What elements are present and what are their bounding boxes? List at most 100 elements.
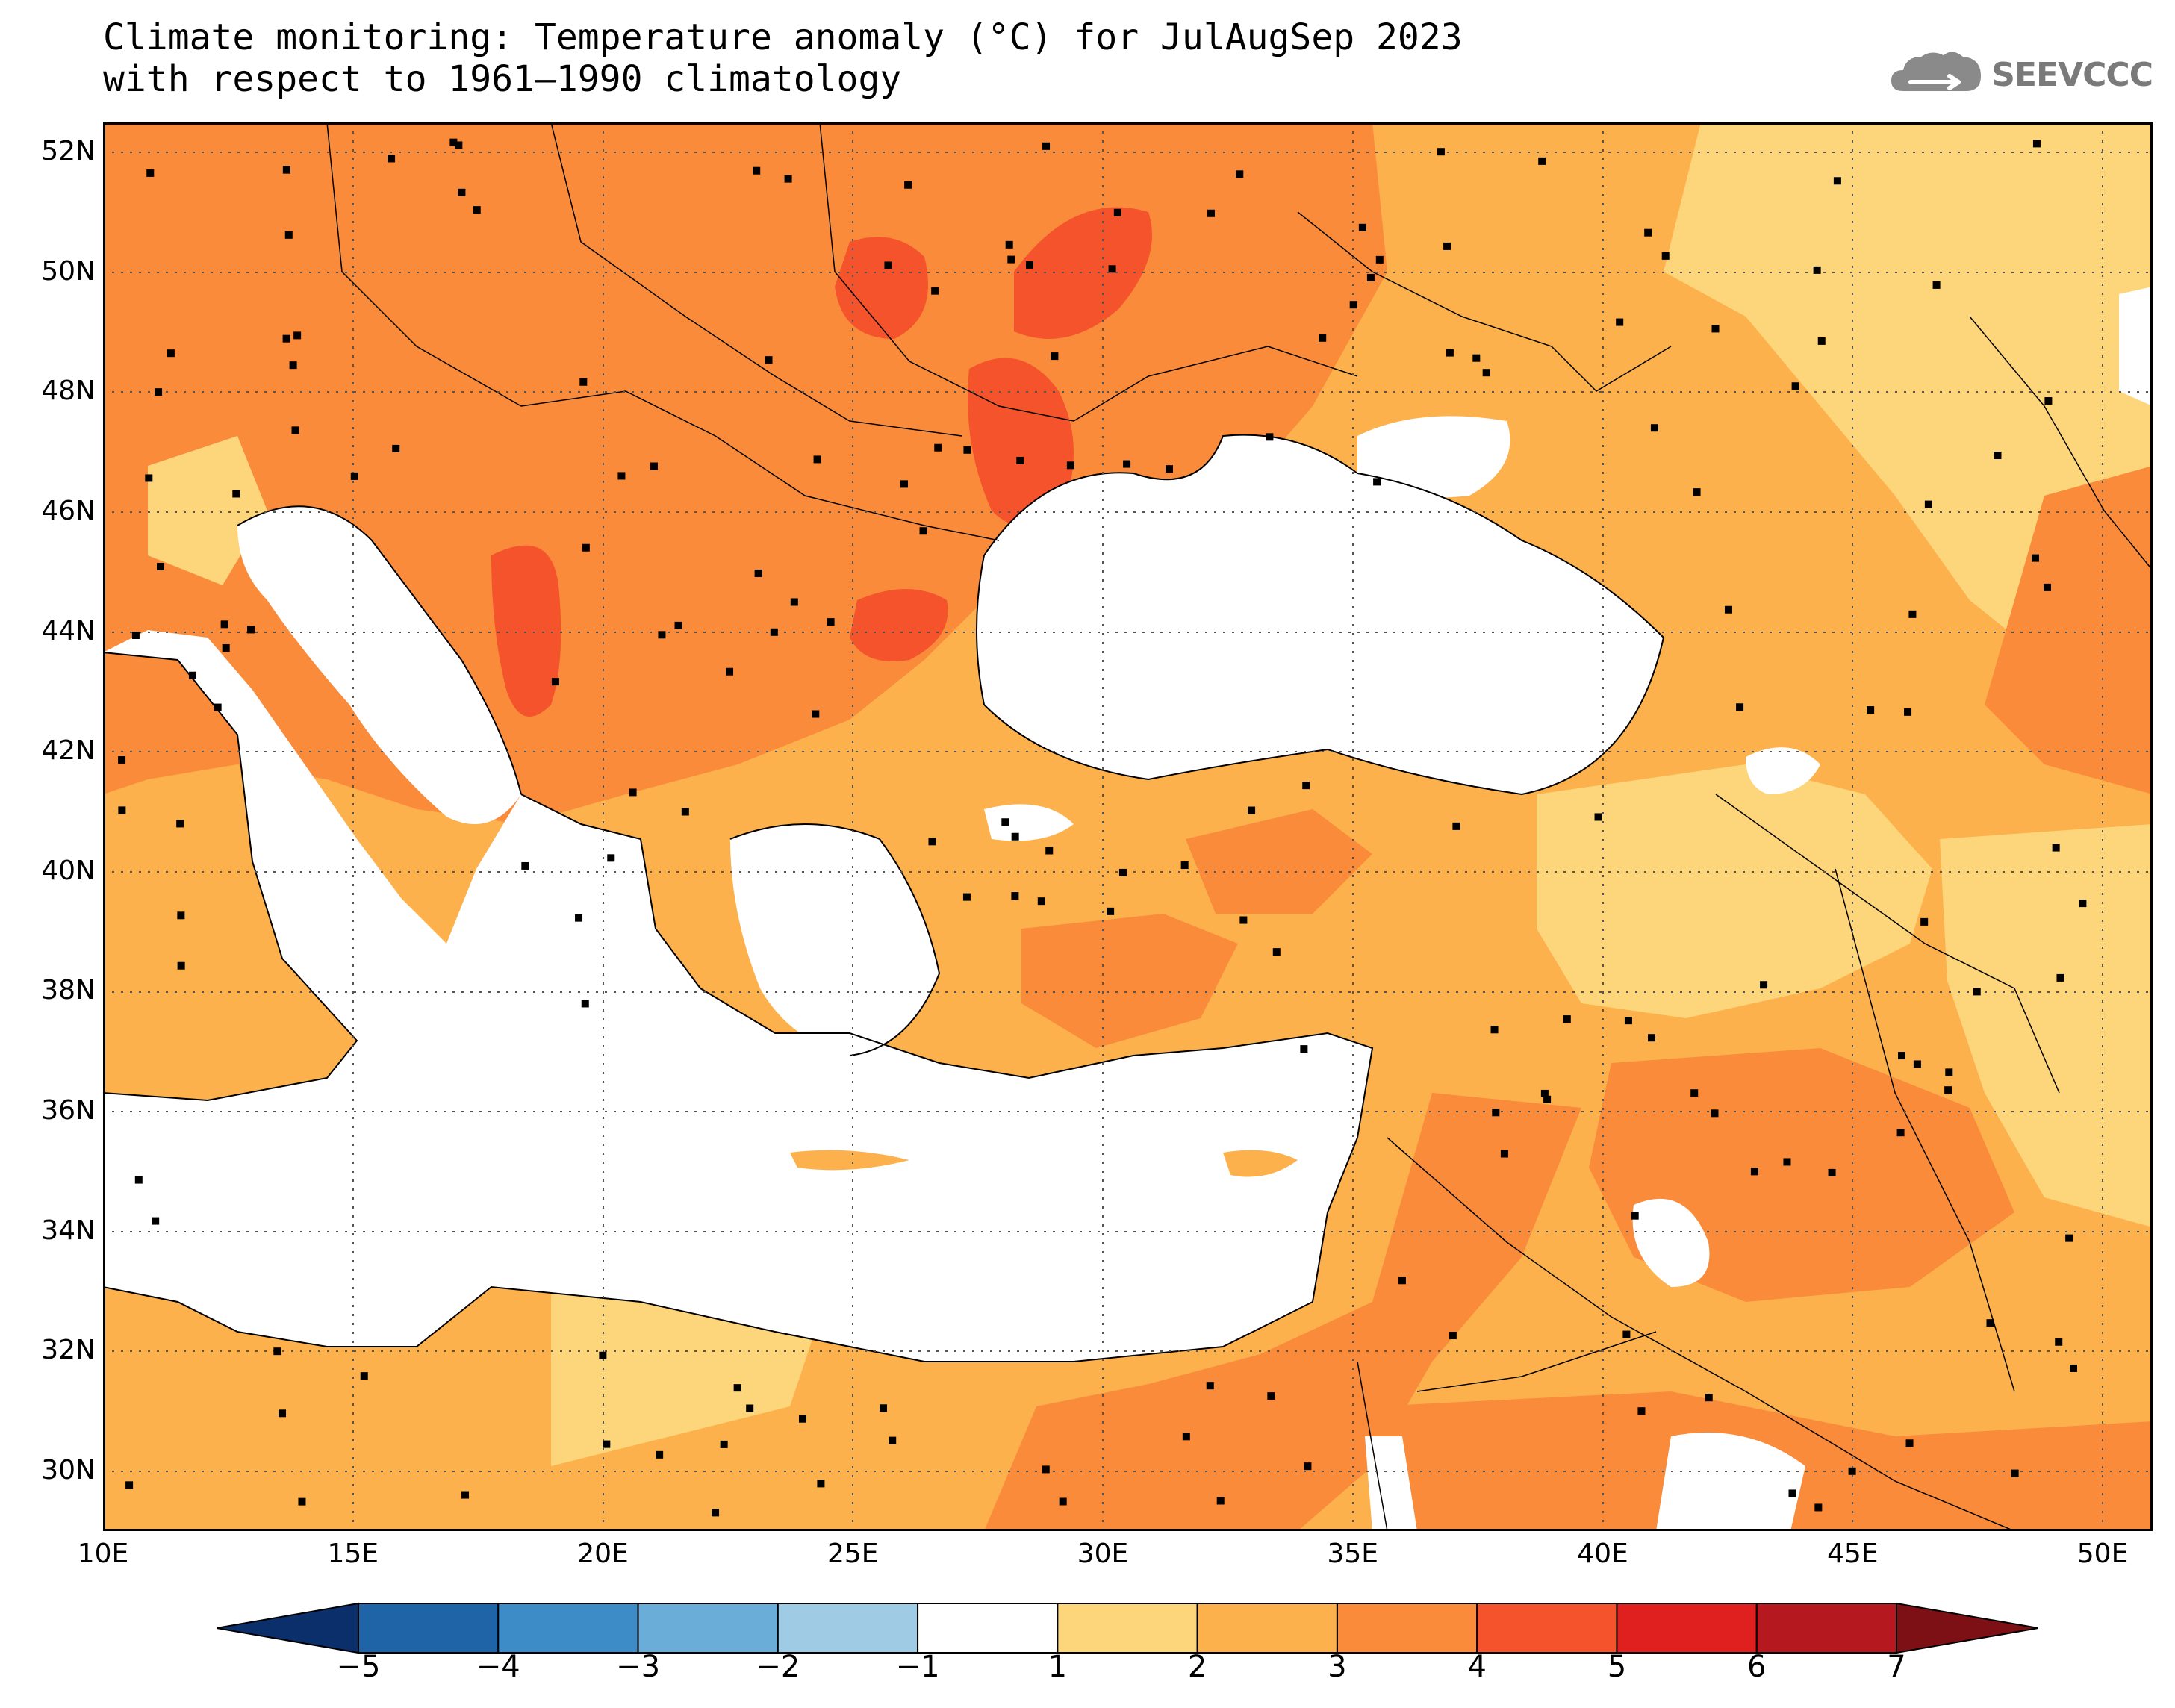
marmara-sea — [984, 804, 1074, 841]
station-marker — [1452, 822, 1460, 830]
station-marker — [279, 1409, 287, 1418]
south-white-patches — [1656, 1433, 1805, 1531]
anomaly-fill-3-4-central-turkey — [1186, 809, 1372, 914]
station-marker — [1182, 1433, 1190, 1441]
station-marker — [2032, 554, 2040, 562]
anomaly-fill-1-2-iran — [1940, 824, 2153, 1227]
station-marker — [152, 1217, 160, 1225]
station-marker — [1650, 424, 1658, 432]
coastlines — [103, 434, 1665, 1362]
station-marker — [1236, 170, 1244, 178]
colorbar-segment — [1616, 1603, 1758, 1654]
station-marker — [1051, 352, 1059, 361]
station-marker — [1239, 916, 1248, 924]
station-marker — [1042, 1465, 1050, 1474]
station-marker — [1616, 318, 1624, 326]
station-marker — [289, 361, 297, 370]
anomaly-fill-3-4-east — [1985, 466, 2153, 794]
station-marker — [650, 462, 658, 470]
station-marker — [1973, 988, 1981, 996]
station-marker — [1011, 832, 1019, 841]
station-marker — [1045, 847, 1054, 855]
lon-tick-label: 25E — [827, 1539, 879, 1569]
station-marker — [754, 569, 762, 577]
station-marker — [2043, 583, 2051, 591]
station-marker — [1446, 349, 1454, 357]
station-marker — [599, 1351, 607, 1359]
station-marker — [919, 527, 927, 535]
station-marker — [880, 1404, 887, 1412]
station-marker — [1123, 460, 1131, 468]
station-marker — [1644, 228, 1652, 237]
east-edge-sea — [2119, 287, 2153, 406]
lon-tick-label: 35E — [1327, 1539, 1379, 1569]
station-marker — [1693, 488, 1701, 496]
black-sea — [977, 434, 1664, 794]
colorbar-label: 4 — [1467, 1650, 1487, 1684]
station-marker — [1302, 782, 1310, 790]
lat-tick-label: 32N — [41, 1335, 96, 1366]
station-marker — [607, 854, 615, 862]
station-marker — [1113, 208, 1121, 216]
station-marker — [962, 893, 971, 901]
station-marker — [2056, 973, 2064, 982]
station-marker — [134, 1176, 143, 1184]
station-marker — [1398, 1277, 1406, 1285]
station-marker — [1107, 907, 1115, 915]
lat-tick-label: 38N — [41, 975, 96, 1006]
borders — [326, 122, 2153, 1531]
station-marker — [1848, 1467, 1856, 1475]
station-marker — [2044, 397, 2053, 405]
colorbar-label: −1 — [895, 1650, 940, 1684]
station-marker — [1813, 266, 1821, 274]
station-marker — [1272, 948, 1281, 956]
anomaly-fill-4-5-balkans — [491, 545, 561, 717]
station-marker — [392, 444, 400, 452]
station-marker — [155, 388, 163, 396]
gulf-white — [1632, 1198, 1710, 1287]
station-marker — [273, 1347, 281, 1356]
anomaly-fill-1-2-anatolia — [1537, 764, 1932, 1018]
station-marker — [214, 703, 222, 711]
station-marker — [118, 806, 126, 814]
lon-tick-label: 40E — [1577, 1539, 1628, 1569]
gridlines — [103, 122, 2153, 1531]
crete — [790, 1150, 909, 1171]
station-marker — [681, 808, 689, 816]
chart-title: Climate monitoring: Temperature anomaly … — [103, 16, 1463, 100]
station-marker — [1108, 265, 1116, 273]
colorbar — [217, 1602, 2038, 1654]
colorbar-segment — [1196, 1603, 1338, 1654]
station-marker — [282, 166, 290, 174]
station-marker — [1711, 1109, 1719, 1118]
lat-tick-label: 36N — [41, 1094, 96, 1126]
cyprus — [1223, 1150, 1298, 1177]
station-marker — [1472, 354, 1481, 362]
red-sea-white — [1365, 1436, 1417, 1531]
station-marker — [1216, 1497, 1225, 1505]
lat-tick-label: 40N — [41, 855, 96, 886]
station-marker — [2065, 1234, 2073, 1242]
station-marker — [720, 1440, 728, 1448]
colorbar-segment — [1476, 1603, 1618, 1654]
station-marker — [1037, 897, 1045, 906]
station-marker — [1905, 1439, 1914, 1447]
station-marker — [575, 914, 583, 922]
station-marker — [1540, 1089, 1549, 1097]
colorbar-segment — [497, 1603, 639, 1654]
station-marker — [291, 426, 299, 434]
colorbar-label: −3 — [616, 1650, 661, 1684]
station-marker — [458, 188, 466, 196]
station-marker — [889, 1436, 897, 1444]
station-marker — [904, 181, 912, 189]
station-marker — [963, 446, 971, 454]
station-marker — [813, 455, 821, 464]
station-marker — [1788, 1489, 1796, 1497]
station-marker — [770, 628, 778, 636]
station-marker — [1118, 868, 1127, 876]
station-marker — [1267, 1392, 1275, 1400]
logo-text: SEEVCCC — [1991, 55, 2153, 94]
station-marker — [1349, 301, 1357, 309]
lat-tick-label: 42N — [41, 735, 96, 767]
station-marker — [220, 620, 228, 629]
